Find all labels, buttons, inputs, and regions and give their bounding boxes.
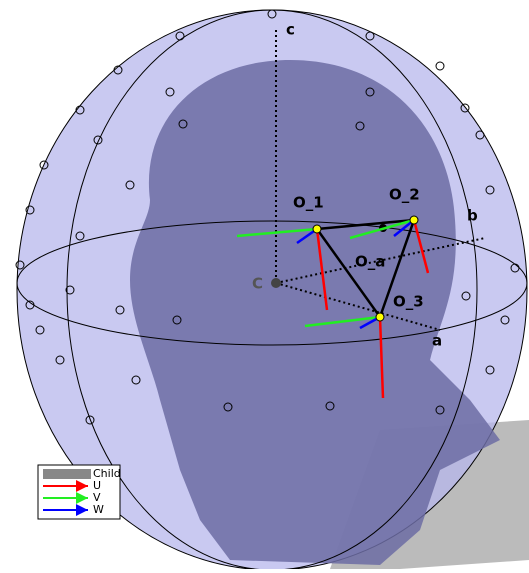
label-oa: O_a (355, 253, 385, 271)
label-center: C (252, 275, 263, 293)
label-c: c (286, 21, 295, 39)
center-point (271, 278, 281, 288)
label-a: a (432, 332, 442, 350)
label-b: b (467, 207, 478, 225)
diagram: c b a C O_1 O_2 O_3 O_a Child U V W (0, 0, 529, 569)
label-o1: O_1 (293, 194, 324, 212)
label-o2: O_2 (389, 186, 420, 204)
label-o3: O_3 (393, 293, 424, 311)
legend-label: W (93, 503, 104, 516)
legend: Child U V W (38, 465, 121, 519)
